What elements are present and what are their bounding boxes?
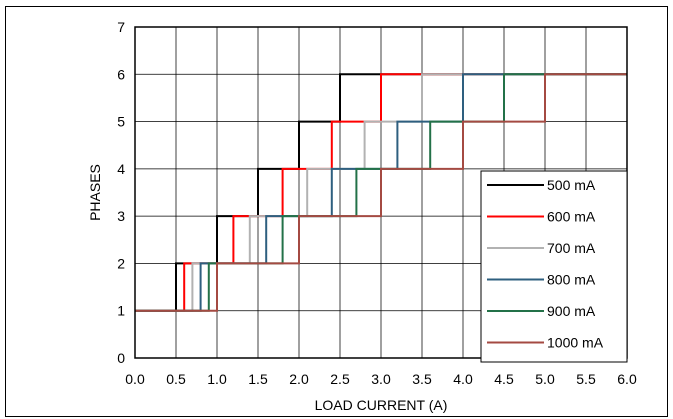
legend-label: 1000 mA xyxy=(547,335,604,351)
series-line xyxy=(134,73,628,312)
series-line xyxy=(134,73,628,312)
y-tick-label: 2 xyxy=(117,255,125,271)
legend-label: 700 mA xyxy=(547,240,596,256)
legend-label: 600 mA xyxy=(547,209,596,225)
x-tick-label: 2.5 xyxy=(330,371,350,387)
y-tick-label: 3 xyxy=(117,208,125,224)
x-axis-label: LOAD CURRENT (A) xyxy=(315,397,448,413)
x-tick-label: 2.0 xyxy=(289,371,309,387)
x-tick-label: 1.0 xyxy=(207,371,227,387)
x-tick-label: 3.0 xyxy=(371,371,391,387)
y-tick-label: 7 xyxy=(117,19,125,35)
series-line xyxy=(134,73,628,312)
series-line xyxy=(134,73,628,312)
y-tick-label: 6 xyxy=(117,66,125,82)
x-tick-label: 3.5 xyxy=(412,371,432,387)
y-axis-ticks: 0 1 2 3 4 5 6 7 xyxy=(117,19,125,366)
legend: 500 mA 600 mA 700 mA 800 mA 900 mA 1000 mA xyxy=(480,170,628,363)
legend-label: 500 mA xyxy=(547,177,596,193)
x-tick-label: 4.0 xyxy=(453,371,473,387)
legend-box xyxy=(480,170,628,363)
x-tick-label: 4.5 xyxy=(494,371,514,387)
x-tick-label: 5.0 xyxy=(535,371,555,387)
y-tick-label: 1 xyxy=(117,303,125,319)
y-axis-label: PHASES xyxy=(87,164,103,221)
y-tick-label: 5 xyxy=(117,114,125,130)
legend-label: 800 mA xyxy=(547,272,596,288)
y-tick-label: 4 xyxy=(117,161,125,177)
x-tick-label: 6.0 xyxy=(617,371,637,387)
legend-label: 900 mA xyxy=(547,303,596,319)
x-axis-ticks: 0.0 0.5 1.0 1.5 2.0 2.5 3.0 3.5 4.0 4.5 5.0 5.5 6.0 xyxy=(125,371,637,387)
x-tick-label: 5.5 xyxy=(576,371,596,387)
y-tick-label: 0 xyxy=(117,350,125,366)
x-tick-label: 1.5 xyxy=(248,371,268,387)
x-tick-label: 0.0 xyxy=(125,371,145,387)
series-line xyxy=(134,73,628,312)
series-line xyxy=(134,73,628,312)
series-layer xyxy=(134,73,628,312)
x-tick-label: 0.5 xyxy=(166,371,186,387)
